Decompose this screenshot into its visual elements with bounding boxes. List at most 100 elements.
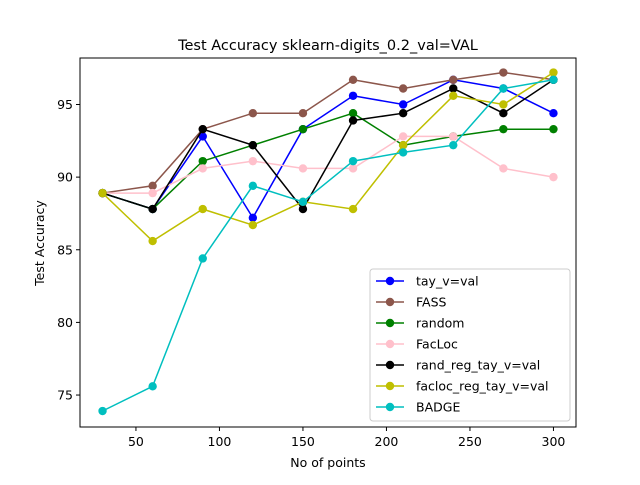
x-tick-label: 150 (291, 434, 315, 449)
legend-item: tay_v=val (376, 274, 479, 289)
x-tick-label: 200 (375, 434, 399, 449)
data-point (298, 204, 308, 214)
data-point (148, 181, 157, 191)
data-point (198, 254, 207, 263)
y-tick-label: 85 (57, 242, 73, 257)
data-point (298, 197, 308, 207)
legend: tay_v=val FASS random FacLoc rand_reg_tay_v=… (369, 268, 571, 422)
legend-label: rand_reg_tay_v=val (416, 358, 540, 373)
plot-area (98, 68, 558, 416)
data-point (398, 100, 408, 109)
legend-box (369, 268, 571, 422)
data-point (549, 109, 558, 118)
data-point (549, 75, 558, 84)
legend-marker (385, 402, 395, 412)
data-point (449, 91, 458, 100)
x-tick-label: 100 (208, 434, 232, 449)
data-point (398, 132, 408, 141)
legend-item: FacLoc (376, 337, 458, 352)
data-point (148, 188, 157, 198)
legend-label: random (416, 316, 464, 331)
data-point (348, 91, 358, 100)
data-point (198, 156, 207, 166)
data-point (549, 68, 558, 77)
series-random (98, 109, 558, 214)
data-point (499, 100, 508, 109)
data-point (248, 213, 258, 223)
data-point (398, 84, 408, 93)
data-point (398, 109, 408, 118)
data-point (98, 188, 107, 198)
legend-item: FASS (376, 295, 447, 310)
data-point (248, 220, 258, 230)
series-line (102, 112, 554, 210)
data-point (348, 164, 358, 173)
series-facloc_reg_tay_v=val (98, 68, 558, 246)
data-point (248, 140, 258, 150)
x-tick-label: 250 (458, 434, 482, 449)
data-point (398, 148, 408, 157)
data-point (148, 204, 157, 214)
data-point (499, 124, 508, 134)
plot-frame (79, 57, 577, 428)
series-line (102, 135, 554, 194)
data-point (298, 109, 308, 118)
legend-item: facloc_reg_tay_v=val (376, 379, 549, 394)
legend-item: rand_reg_tay_v=val (376, 358, 540, 373)
data-point (449, 84, 458, 93)
legend-marker (385, 339, 395, 349)
legend-marker (385, 276, 395, 286)
data-point (298, 164, 308, 173)
legend-label: BADGE (416, 400, 460, 415)
series-BADGE (98, 75, 558, 416)
data-point (499, 109, 508, 118)
data-point (348, 204, 358, 214)
data-point (449, 75, 458, 84)
legend-label: facloc_reg_tay_v=val (416, 379, 549, 394)
legend-marker (385, 381, 395, 391)
data-point (198, 204, 207, 214)
data-point (348, 156, 358, 166)
y-tick-label: 90 (57, 170, 73, 185)
data-point (348, 75, 358, 84)
series-FASS (98, 68, 558, 198)
data-point (248, 109, 258, 118)
series-line (102, 71, 554, 194)
data-point (398, 140, 408, 150)
legend-marker (385, 318, 395, 328)
data-point (198, 124, 207, 134)
x-tick-label: 50 (128, 434, 144, 449)
data-point (549, 124, 558, 134)
data-point (198, 132, 207, 141)
series-line (102, 79, 554, 220)
data-point (198, 164, 207, 173)
axes: 50 100 150 200 250 300 75 80 85 90 95 (57, 97, 565, 449)
data-point (499, 164, 508, 173)
legend-item: BADGE (376, 400, 460, 415)
data-point (549, 172, 558, 182)
data-point (148, 236, 157, 246)
legend-item: random (376, 316, 464, 331)
data-point (348, 109, 358, 118)
y-tick-label: 75 (57, 388, 73, 403)
legend-marker (385, 297, 395, 307)
series-tay_v=val (98, 75, 558, 223)
y-tick-label: 95 (57, 97, 73, 112)
y-axis-label: Test Accuracy (32, 200, 47, 287)
x-axis-label: No of points (290, 455, 365, 470)
y-tick-label: 80 (57, 315, 73, 330)
data-point (348, 116, 358, 125)
legend-label: FacLoc (416, 337, 458, 352)
series-line (102, 79, 554, 211)
data-point (148, 382, 157, 391)
legend-label: FASS (416, 295, 447, 310)
series-line (101, 71, 554, 242)
legend-label: tay_v=val (416, 274, 479, 289)
data-point (248, 181, 258, 191)
data-point (298, 124, 308, 134)
series-line (102, 79, 554, 412)
data-point (499, 84, 508, 93)
chart-title: Test Accuracy sklearn-digits_0.2_val=VAL (177, 38, 478, 54)
